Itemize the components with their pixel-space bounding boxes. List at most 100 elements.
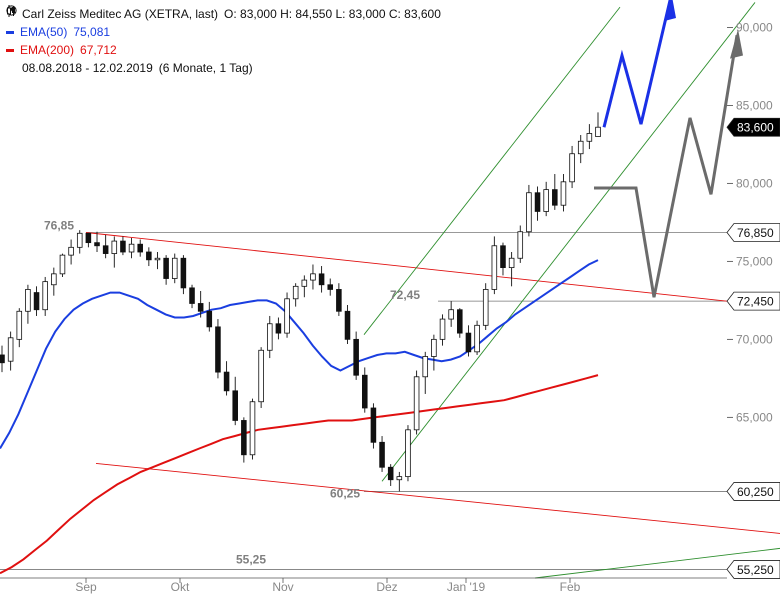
level-annotation: 76,85 (44, 219, 74, 233)
candle-body (102, 245, 109, 254)
y-tick-label: 80,000 (736, 176, 773, 190)
candle-body (232, 390, 238, 421)
candle-body (301, 279, 308, 287)
candle-body (171, 257, 178, 279)
uptrend-channel-lower (381, 2, 756, 482)
blue-arrow-head (664, 0, 676, 22)
level-annotation: 72,45 (390, 288, 420, 302)
candle-body (223, 371, 230, 392)
candle-body (431, 338, 437, 357)
x-tick-label: Sep (75, 580, 97, 594)
legend-period: (6 Monate, 1 Tag) (158, 61, 253, 75)
legend-title: Carl Zeiss Meditec AG (XETRA, last) (22, 7, 219, 21)
lower-downtrend-line (95, 462, 780, 534)
legend: Carl Zeiss Meditec AG (XETRA, last) O: 8… (6, 5, 441, 77)
candle-body (120, 240, 126, 253)
candle-body (526, 192, 532, 233)
candle-body (448, 309, 454, 320)
gray-projection-arrow (594, 34, 739, 298)
candle-body (310, 273, 316, 281)
candle-body (68, 246, 74, 256)
candle-body (154, 257, 161, 261)
ema50-swatch (6, 30, 14, 34)
candle-body (552, 189, 558, 206)
candle-body (508, 257, 515, 269)
candle-body (586, 133, 593, 142)
level-annotation: 60,25 (330, 486, 360, 500)
candle-body (33, 292, 40, 311)
candle-body (258, 349, 264, 403)
candle-body (292, 285, 299, 300)
y-tick-label: 85,000 (736, 98, 773, 112)
candle-body (457, 309, 463, 334)
legend-ema50-row: EMA(50) 75,081 (6, 23, 441, 41)
candle-body (318, 273, 325, 286)
candle-body (51, 273, 57, 286)
candle-body (465, 332, 472, 353)
candle-body (284, 298, 290, 334)
price-tag (726, 291, 780, 311)
candle-body (543, 189, 549, 212)
candle-body (249, 401, 256, 456)
candle-body (25, 289, 31, 312)
x-axis: Sep Okt Nov Dez Jan '19 Feb (0, 577, 727, 594)
x-tick-label: Okt (171, 580, 190, 594)
legend-ohlc: O: 83,000 H: 84,550 L: 83,000 C: 83,600 (224, 7, 441, 21)
candle-body (180, 257, 187, 289)
long-term-support-line (534, 547, 780, 579)
ema200-line (0, 374, 599, 575)
price-tag-label: 83,600 (737, 121, 774, 135)
projection-arrows (594, 0, 743, 298)
candle-body (7, 337, 14, 362)
x-tick-label: Dez (376, 580, 397, 594)
candle-body (379, 441, 385, 468)
candle-body (266, 323, 273, 351)
candle-body (595, 126, 601, 137)
ema50-line (0, 259, 599, 450)
candle-body (569, 153, 575, 183)
candle-body (517, 231, 524, 259)
legend-range: 08.08.2018 - 12.02.2019 (22, 61, 153, 75)
candle-body (0, 354, 5, 364)
candle-body (370, 407, 377, 443)
candle-body (189, 287, 195, 304)
legend-ema200-row: EMA(200) 67,712 (6, 41, 441, 59)
price-tag (726, 560, 780, 579)
candle-body (215, 326, 221, 373)
upper-downtrend-line (85, 232, 728, 302)
x-tick-label: Feb (560, 580, 581, 594)
level-annotations: 76,85 72,45 60,25 55,25 (44, 219, 420, 567)
price-tag (726, 482, 780, 501)
gray-arrow-head (730, 29, 743, 59)
candle-body (534, 192, 541, 212)
candle-body (206, 310, 213, 328)
candle-body (275, 323, 282, 334)
candle-body (85, 232, 92, 244)
candle-body (362, 374, 368, 409)
candle-body (336, 289, 342, 312)
candle-body (344, 310, 351, 340)
candle-body (197, 303, 204, 312)
candle-body (16, 310, 23, 340)
candle-body (111, 240, 118, 254)
price-tag-label: 76,850 (737, 226, 774, 240)
y-tick-label: 70,000 (736, 332, 773, 346)
y-axis: 90,000 85,000 80,000 75,000 70,000 65,000 83,6… (726, 20, 780, 579)
uptrend-channel-upper (363, 6, 621, 335)
candle-body (94, 242, 100, 247)
legend-ema50-label: EMA(50) (20, 25, 68, 39)
candle-body (560, 181, 567, 206)
ema200-swatch (6, 48, 14, 52)
candle-body (387, 466, 394, 481)
candle-body (413, 376, 420, 431)
candle-body (474, 324, 480, 353)
level-annotation: 55,25 (236, 552, 266, 566)
candle-body (405, 429, 411, 478)
x-tick-label: Nov (272, 580, 293, 594)
legend-ema50-value: 75,081 (73, 25, 111, 39)
candle-body (491, 245, 498, 290)
candle-body (163, 257, 169, 279)
legend-ema200-label: EMA(200) (20, 43, 75, 57)
